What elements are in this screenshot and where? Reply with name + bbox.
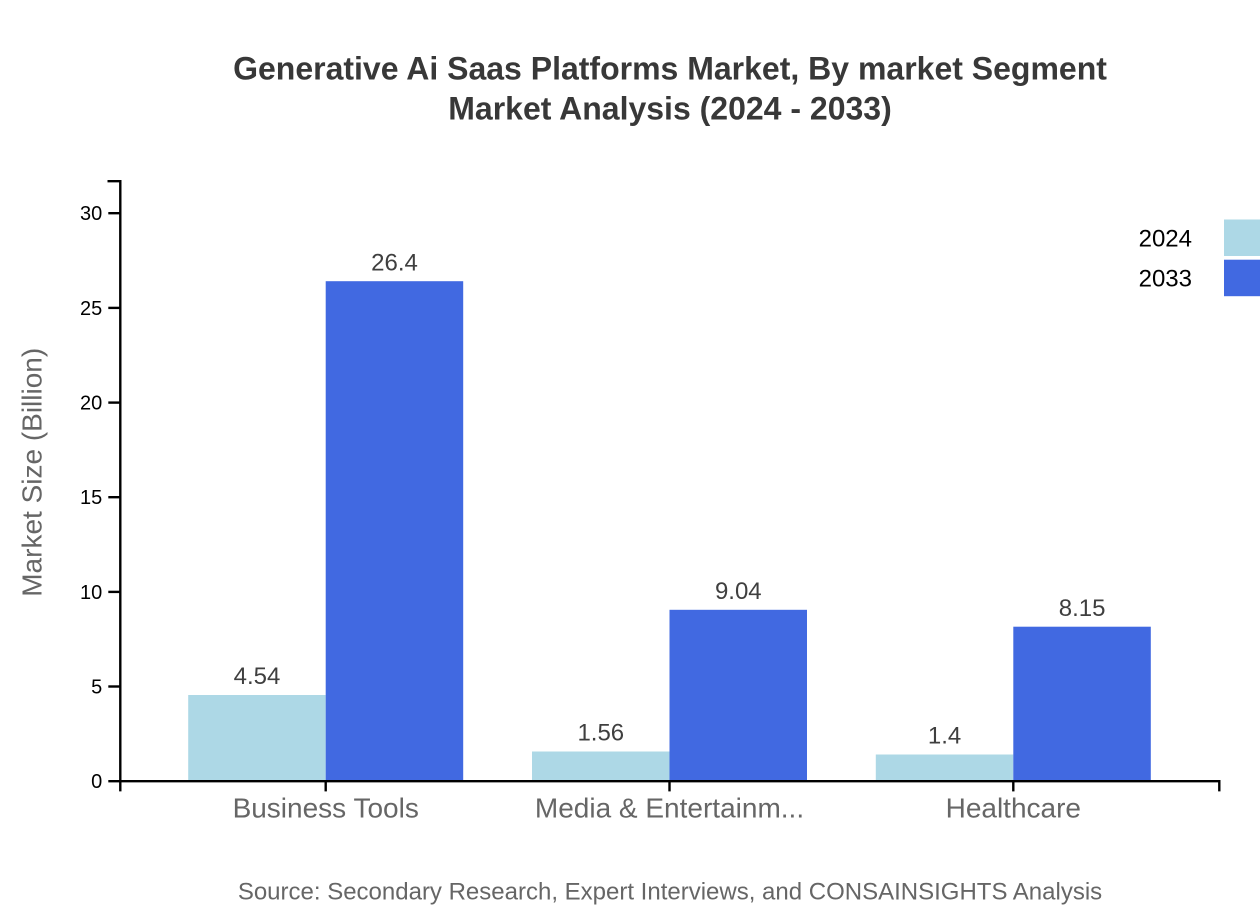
svg-text:30: 30 <box>80 203 102 225</box>
svg-text:20: 20 <box>80 393 102 415</box>
svg-text:2033: 2033 <box>1139 266 1192 293</box>
svg-text:Media & Entertainm...: Media & Entertainm... <box>535 792 804 823</box>
svg-text:2024: 2024 <box>1139 226 1192 253</box>
svg-text:4.54: 4.54 <box>234 663 281 690</box>
svg-text:0: 0 <box>91 771 102 793</box>
svg-text:1.56: 1.56 <box>577 720 624 747</box>
svg-text:Healthcare: Healthcare <box>946 792 1081 823</box>
svg-text:Source: Secondary Research, Ex: Source: Secondary Research, Expert Inter… <box>238 878 1102 905</box>
svg-text:26.4: 26.4 <box>371 249 418 276</box>
svg-text:5: 5 <box>91 677 102 699</box>
svg-text:9.04: 9.04 <box>715 578 762 605</box>
svg-text:Generative Ai Saas Platforms M: Generative Ai Saas Platforms Market, By … <box>233 51 1107 87</box>
svg-text:8.15: 8.15 <box>1059 595 1106 622</box>
svg-text:25: 25 <box>80 298 102 320</box>
svg-text:Market Analysis (2024 - 2033): Market Analysis (2024 - 2033) <box>448 91 892 127</box>
svg-text:Market Size (Billion): Market Size (Billion) <box>16 348 47 597</box>
svg-text:15: 15 <box>80 487 102 509</box>
svg-text:10: 10 <box>80 582 102 604</box>
svg-text:1.4: 1.4 <box>928 723 961 750</box>
svg-text:Business Tools: Business Tools <box>233 792 419 823</box>
